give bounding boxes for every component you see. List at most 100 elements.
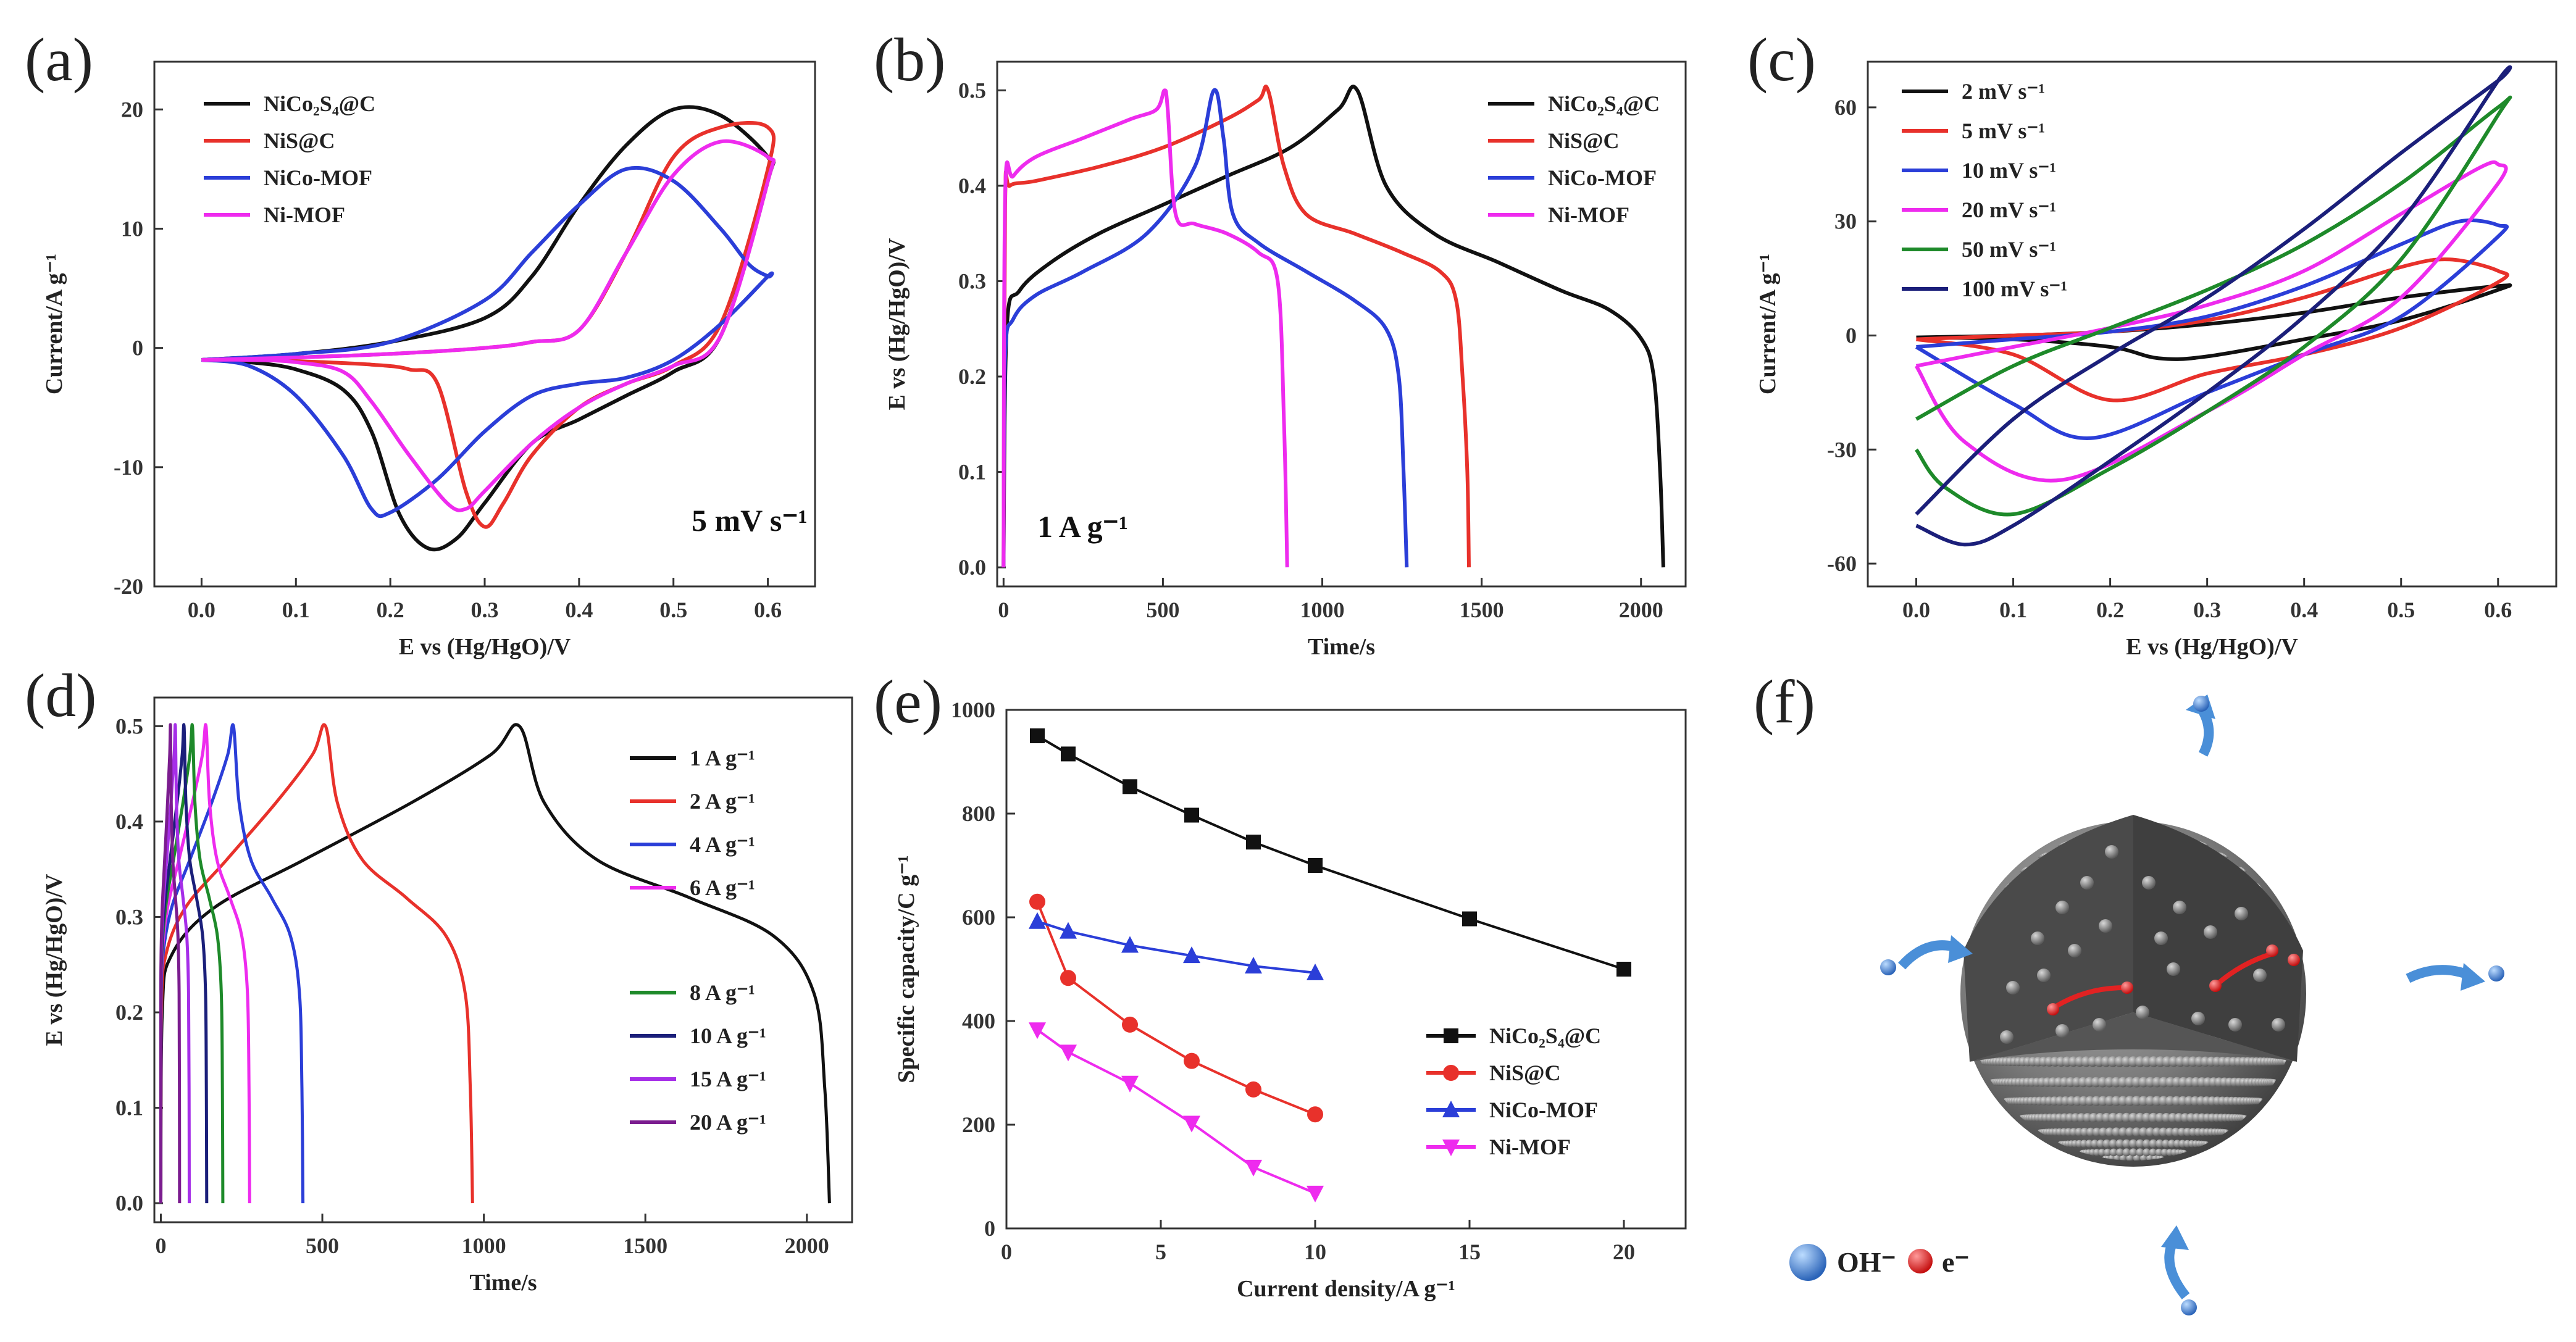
data-point bbox=[1444, 1028, 1458, 1043]
plot-frame bbox=[996, 60, 1687, 588]
data-point bbox=[1123, 779, 1137, 794]
y-tick-label: 1000 bbox=[951, 698, 995, 722]
y-tick-label: 0.5 bbox=[958, 78, 986, 102]
y-axis-label: E vs (Hg/HgO)/V bbox=[884, 238, 910, 410]
scan-rate-annotation: 5 mV s⁻¹ bbox=[692, 503, 808, 538]
y-tick-label: 0 bbox=[132, 336, 143, 361]
plot-frame bbox=[1867, 60, 2557, 588]
x-tick-label: 0.0 bbox=[1902, 598, 1930, 622]
legend-entry: 10 A g⁻¹ bbox=[690, 1023, 766, 1048]
legend-entry: 10 mV s⁻¹ bbox=[1962, 158, 2056, 183]
series-line bbox=[1036, 1028, 1316, 1194]
inner-particle bbox=[2154, 931, 2168, 945]
sphere-cutaway-floor bbox=[1970, 1012, 2297, 1062]
inner-particle bbox=[2000, 1030, 2014, 1044]
legend-entry: NiS@C bbox=[1548, 128, 1620, 153]
y-tick-label: 0.3 bbox=[115, 904, 143, 929]
x-tick-label: 0.0 bbox=[188, 598, 215, 622]
series-line bbox=[159, 723, 831, 1204]
x-axis-label: E vs (Hg/HgO)/V bbox=[2126, 634, 2298, 660]
legend-entry: 100 mV s⁻¹ bbox=[1962, 277, 2067, 301]
series-line bbox=[159, 723, 474, 1204]
x-tick-label: 1500 bbox=[623, 1233, 667, 1258]
inner-particle bbox=[2228, 1018, 2242, 1032]
inner-particle bbox=[2093, 1018, 2106, 1032]
legend-entry: 20 A g⁻¹ bbox=[690, 1110, 766, 1135]
data-point bbox=[1121, 936, 1139, 953]
data-point bbox=[1442, 1140, 1460, 1156]
x-tick-label: 0.3 bbox=[471, 598, 499, 622]
inner-particle bbox=[2105, 845, 2118, 859]
legend-entry: 2 mV s⁻¹ bbox=[1962, 79, 2045, 104]
electron-legend-icon bbox=[1908, 1249, 1933, 1273]
x-tick-label: 0 bbox=[155, 1233, 166, 1258]
legend-entry: 15 A g⁻¹ bbox=[690, 1067, 766, 1091]
x-tick-label: 1500 bbox=[1460, 598, 1504, 622]
panel-label: (b) bbox=[874, 25, 946, 94]
oh-ion-legend-icon bbox=[1789, 1244, 1826, 1281]
series-line bbox=[1915, 65, 2512, 547]
x-tick-label: 5 bbox=[1155, 1240, 1166, 1264]
inner-particle bbox=[2006, 981, 2020, 994]
data-point bbox=[1029, 912, 1046, 929]
x-tick-label: 0 bbox=[998, 598, 1009, 622]
y-tick-label: -30 bbox=[1827, 437, 1857, 462]
y-tick-label: 400 bbox=[962, 1009, 995, 1033]
inner-particle bbox=[2099, 919, 2112, 933]
sphere-cutaway-right bbox=[2133, 815, 2303, 1062]
legend-entry: NiCo-MOF bbox=[1489, 1098, 1598, 1122]
data-point bbox=[1184, 1052, 1200, 1069]
x-axis-label: E vs (Hg/HgO)/V bbox=[399, 634, 571, 660]
y-tick-label: 800 bbox=[962, 801, 995, 826]
legend-entry: NiS@C bbox=[1489, 1061, 1561, 1085]
legend-entry: 20 mV s⁻¹ bbox=[1962, 198, 2056, 222]
data-point bbox=[1442, 1101, 1460, 1117]
inner-particle bbox=[2191, 1012, 2205, 1025]
x-tick-label: 2000 bbox=[785, 1233, 829, 1258]
series-line bbox=[1002, 88, 1289, 568]
panel-c: (c) 0.0 0.1 0.2 0.3 0.4 0.5 0.6 -60 -30 0 30 60 E vs … bbox=[1747, 25, 2557, 660]
x-tick-label: 500 bbox=[306, 1233, 339, 1258]
y-tick-label: 0 bbox=[984, 1216, 995, 1241]
inner-particle bbox=[2235, 907, 2248, 920]
oh-ion bbox=[1880, 959, 1896, 975]
electron-dot bbox=[2047, 1003, 2059, 1015]
inner-particle bbox=[2055, 901, 2069, 914]
data-point bbox=[1307, 1106, 1323, 1123]
electron-dot bbox=[2266, 944, 2278, 957]
inner-particle bbox=[2167, 962, 2180, 976]
data-point bbox=[1029, 1022, 1046, 1040]
series-line bbox=[1036, 901, 1316, 1116]
legend-entry: Ni-MOF bbox=[1489, 1135, 1571, 1159]
y-tick-label: 0.1 bbox=[115, 1096, 143, 1120]
y-tick-label: 10 bbox=[121, 216, 143, 241]
y-tick-label: 0.3 bbox=[958, 269, 986, 293]
x-tick-label: 1000 bbox=[462, 1233, 506, 1258]
electron-path-right bbox=[2215, 951, 2273, 987]
series-line bbox=[1914, 160, 2508, 483]
y-tick-label: 0.0 bbox=[958, 555, 986, 580]
panel-f-schematic: (f) bbox=[1754, 667, 2504, 1315]
porous-sphere bbox=[1960, 815, 2306, 1167]
data-point bbox=[1029, 893, 1045, 910]
x-tick-label: 0.5 bbox=[2387, 598, 2415, 622]
data-point bbox=[1616, 962, 1631, 977]
y-tick-label: 20 bbox=[121, 97, 143, 122]
data-point bbox=[1245, 1081, 1261, 1098]
y-tick-label: 0.1 bbox=[958, 460, 986, 485]
x-tick-label: 0.3 bbox=[2193, 598, 2221, 622]
legend-entry: 8 A g⁻¹ bbox=[690, 980, 755, 1005]
data-point bbox=[1462, 911, 1477, 927]
x-tick-label: 0.4 bbox=[2290, 598, 2318, 622]
y-axis-label: Current/A g⁻¹ bbox=[41, 254, 67, 394]
plot-frame bbox=[1005, 709, 1687, 1230]
panel-label: (a) bbox=[25, 25, 93, 94]
y-tick-label: -60 bbox=[1827, 551, 1857, 576]
electron-dot bbox=[2288, 954, 2300, 966]
x-axis-label: Time/s bbox=[469, 1270, 537, 1296]
panel-d: (d) 0 500 1000 1500 2000 0.0 0.1 0.2 0.3 0.4 0.5 Tim… bbox=[25, 661, 853, 1296]
x-tick-label: 0.5 bbox=[659, 598, 687, 622]
x-tick-label: 0.2 bbox=[377, 598, 404, 622]
x-tick-label: 15 bbox=[1458, 1240, 1481, 1264]
